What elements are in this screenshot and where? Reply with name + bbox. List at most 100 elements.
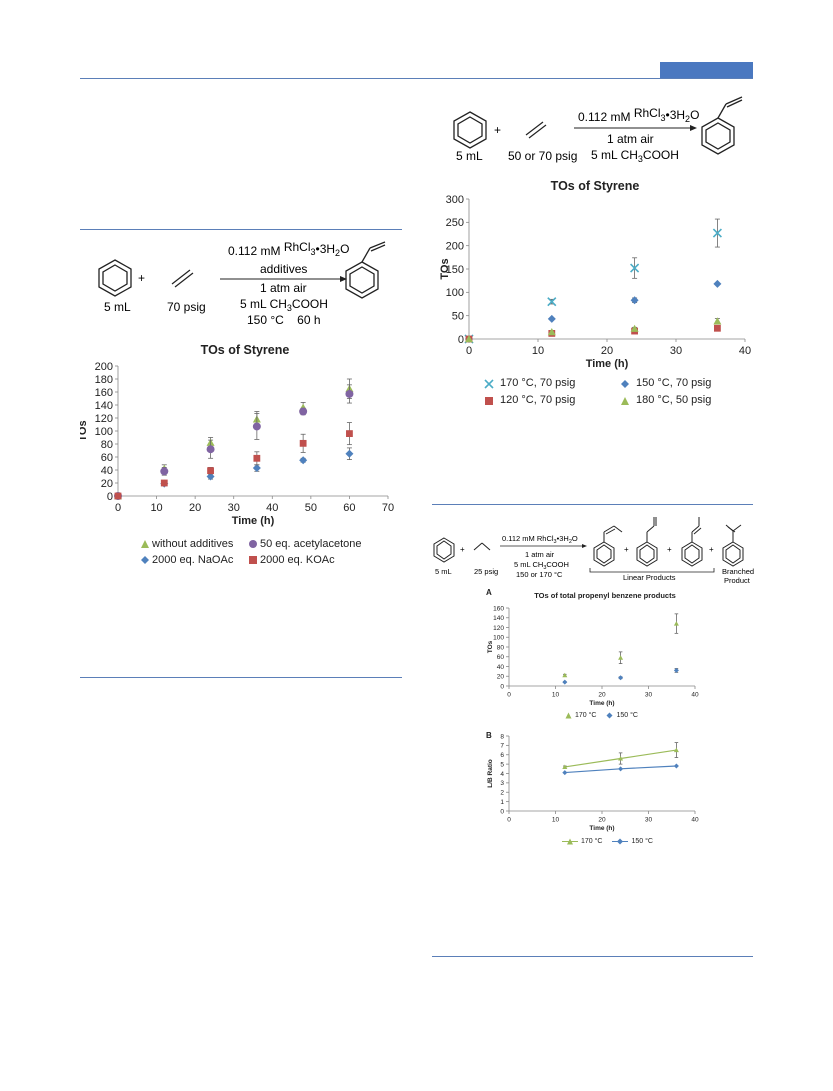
y-tick-label: 5 [500,761,504,768]
atm-air-label: 1 atm air [525,550,555,559]
data-point [299,439,307,447]
data-point [299,407,308,416]
circle-marker-icon [249,540,257,548]
product-allylbenzene [636,517,658,567]
plus-sign: + [624,545,629,554]
linear-products-label: Linear Products [623,573,676,582]
y-tick-label: 160 [493,605,504,612]
catalyst-label: 0.112 mM RhCl3•3H2O [578,106,699,124]
catalyst-label: 0.112 mM RhCl3•3H2O [502,534,578,545]
propylene-structure [473,542,491,551]
ethylene-amount: 70 psig [167,300,206,314]
atm-air-label: 1 atm air [260,281,307,295]
panel-a-title: TOs of total propenyl benzene products [534,591,676,600]
ethylene-structure [171,269,194,288]
right-styrene-chart: 0 50 100 150 200 250 300 0 10 20 30 40 Time (h) TOs [439,194,751,370]
y-tick-label: 80 [497,644,505,651]
section-rule-right-bottom [432,956,753,957]
atm-air-label: 1 atm air [607,132,654,146]
panel-b-legend: 170 °C 150 °C [562,838,653,845]
y-tick-label: 50 [452,311,464,323]
benzene-structure [433,537,455,563]
y-tick-label: 2 [500,790,504,797]
legend-label: 2000 eq. NaOAc [152,554,234,566]
legend-item: without additives [140,536,248,552]
square-marker-icon [249,556,257,564]
x-tick-label: 40 [691,692,699,699]
legend-item: 50 eq. acetylacetone [248,536,362,552]
square-marker-icon [485,396,493,405]
legend-label: 150 °C [616,712,638,719]
data-point-stroke [547,297,557,307]
reaction-arrowhead [690,125,697,131]
diamond-marker-icon [621,379,629,388]
data-point-stroke [630,263,640,273]
catalyst-label: 0.112 mM RhCl3•3H2O [228,240,349,258]
data-point [618,655,624,660]
data-point [252,422,261,431]
y-tick-label: 150 [446,264,464,276]
reaction-arrowhead [340,276,347,282]
section-rule-right-mid [432,504,753,505]
triangle-marker-icon [621,396,629,405]
data-point [630,296,639,305]
data-point [713,279,722,288]
additives-label: additives [260,262,307,276]
data-point [673,667,679,673]
data-point [207,467,214,475]
x-axis-label: Time (h) [589,700,614,707]
legend-item: 180 °C, 50 psig [620,392,711,409]
solvent-label: 5 mL CH3COOH [591,148,679,164]
x-axis-label: Time (h) [589,825,614,832]
y-tick-label: 300 [446,194,464,206]
data-point [562,672,568,678]
y-tick-label: 250 [446,217,464,229]
data-point-stroke [712,228,722,238]
solvent-label: 5 mL CH3COOH [240,297,328,313]
y-axis-label: TOs [80,420,89,441]
y-tick-label: 6 [500,752,504,759]
legend-label: 170 °C [581,838,603,845]
legend-label: 2000 eq. KOAc [260,554,335,566]
triangle-marker-icon [141,540,149,548]
data-point [630,263,640,273]
x-tick-label: 70 [382,502,394,514]
benzene-structure [98,259,132,297]
reaction-arrowhead [582,544,587,548]
data-point [299,456,308,465]
x-tick-label: 20 [601,345,613,357]
ethylene-structure [525,121,547,139]
legend-label: 120 °C, 70 psig [500,394,576,406]
line-triangle-marker-icon [562,838,578,845]
x-tick-label: 50 [305,502,317,514]
right-reaction-scheme: + 5 mL 50 or 70 psig 0.112 mM RhCl3•3H2O… [453,96,743,164]
data-point [206,472,215,481]
x-tick-label: 0 [507,692,511,699]
y-tick-label: 100 [493,635,504,642]
y-tick-label: 0 [500,683,504,690]
y-tick-label: 80 [101,439,113,451]
x-tick-label: 40 [739,345,751,357]
product-trans-propenylbenzene [681,517,703,567]
benzene-amount: 5 mL [435,567,452,576]
y-tick-label: 0 [458,334,464,346]
plus-sign: + [667,545,672,554]
data-point [160,479,168,487]
data-point [160,467,169,476]
legend-item: 2000 eq. NaOAc [140,552,248,568]
data-point [630,324,639,332]
header-block [660,62,753,78]
data-point [346,430,353,437]
section-rule-left-bottom [80,677,402,678]
right-chart-title: TOs of Styrene [550,179,640,193]
x-tick-label: 10 [552,817,560,824]
y-tick-label: 100 [95,426,113,438]
propylene-amount: 25 psig [474,567,498,576]
legend-label: 150 °C, 70 psig [636,377,712,389]
x-tick-label: 30 [670,345,682,357]
left-reaction-scheme: + 5 mL 70 psig 0.112 mM RhCl3•3H2O addit… [98,240,386,327]
y-axis-label: TOs [487,640,494,653]
benzene-amount: 5 mL [456,149,483,163]
y-tick-label: 0 [107,491,113,503]
plus-sign: + [709,545,714,554]
